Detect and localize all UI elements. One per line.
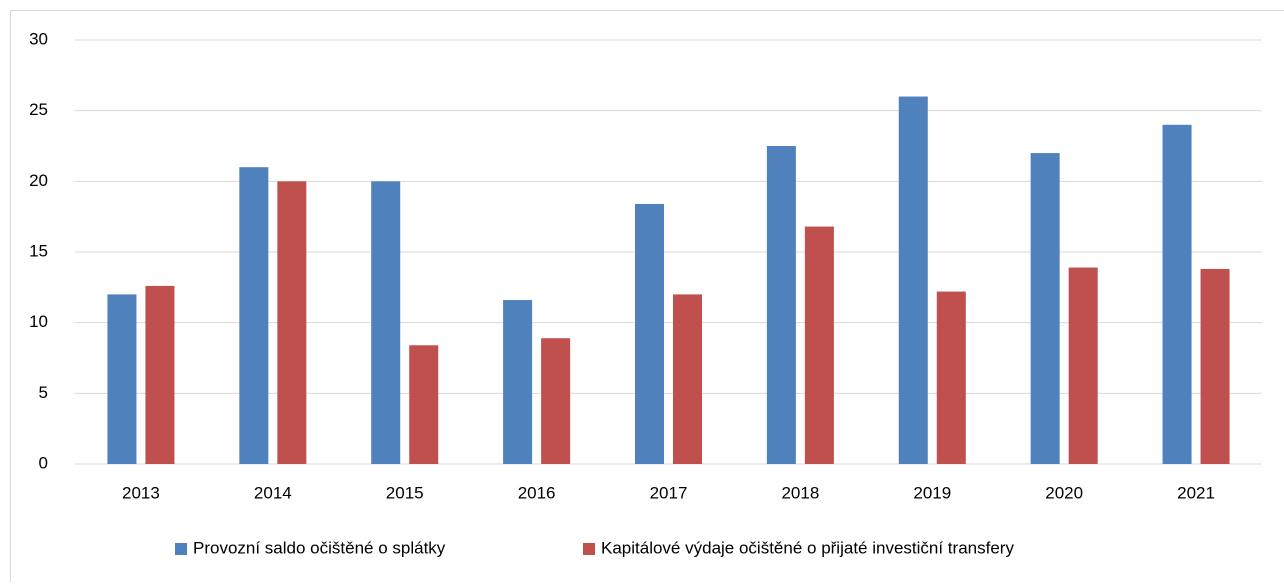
bar (503, 300, 532, 464)
bar (239, 167, 268, 464)
bar (371, 181, 400, 464)
y-tick-label: 10 (29, 312, 48, 331)
bar (937, 292, 966, 464)
bar (673, 294, 702, 464)
y-tick-label: 0 (39, 453, 48, 472)
y-tick-label: 25 (29, 100, 48, 119)
bar (635, 204, 664, 464)
x-tick-label: 2021 (1177, 483, 1215, 502)
y-tick-label: 15 (29, 241, 48, 260)
bar (409, 345, 438, 464)
x-tick-label: 2017 (650, 483, 688, 502)
bar (899, 97, 928, 464)
x-tick-label: 2018 (781, 483, 819, 502)
legend-label: Provozní saldo očištěné o splátky (193, 538, 446, 557)
y-tick-label: 5 (39, 383, 48, 402)
bar (767, 146, 796, 464)
y-tick-label: 30 (29, 29, 48, 48)
x-tick-label: 2014 (254, 483, 292, 502)
x-tick-label: 2013 (122, 483, 160, 502)
bar (1163, 125, 1192, 464)
bar (1201, 269, 1230, 464)
x-tick-label: 2019 (913, 483, 951, 502)
bar (805, 227, 834, 464)
x-tick-label: 2015 (386, 483, 424, 502)
bar (1031, 153, 1060, 464)
bar (277, 181, 306, 464)
x-tick-label: 2020 (1045, 483, 1083, 502)
x-tick-label: 2016 (518, 483, 556, 502)
legend-swatch (583, 543, 595, 555)
bar (145, 286, 174, 464)
legend-swatch (175, 543, 187, 555)
y-tick-label: 20 (29, 171, 48, 190)
bar (107, 294, 136, 464)
bar (541, 338, 570, 464)
bar (1069, 268, 1098, 464)
legend-label: Kapitálové výdaje očištěné o přijaté inv… (601, 538, 1014, 557)
